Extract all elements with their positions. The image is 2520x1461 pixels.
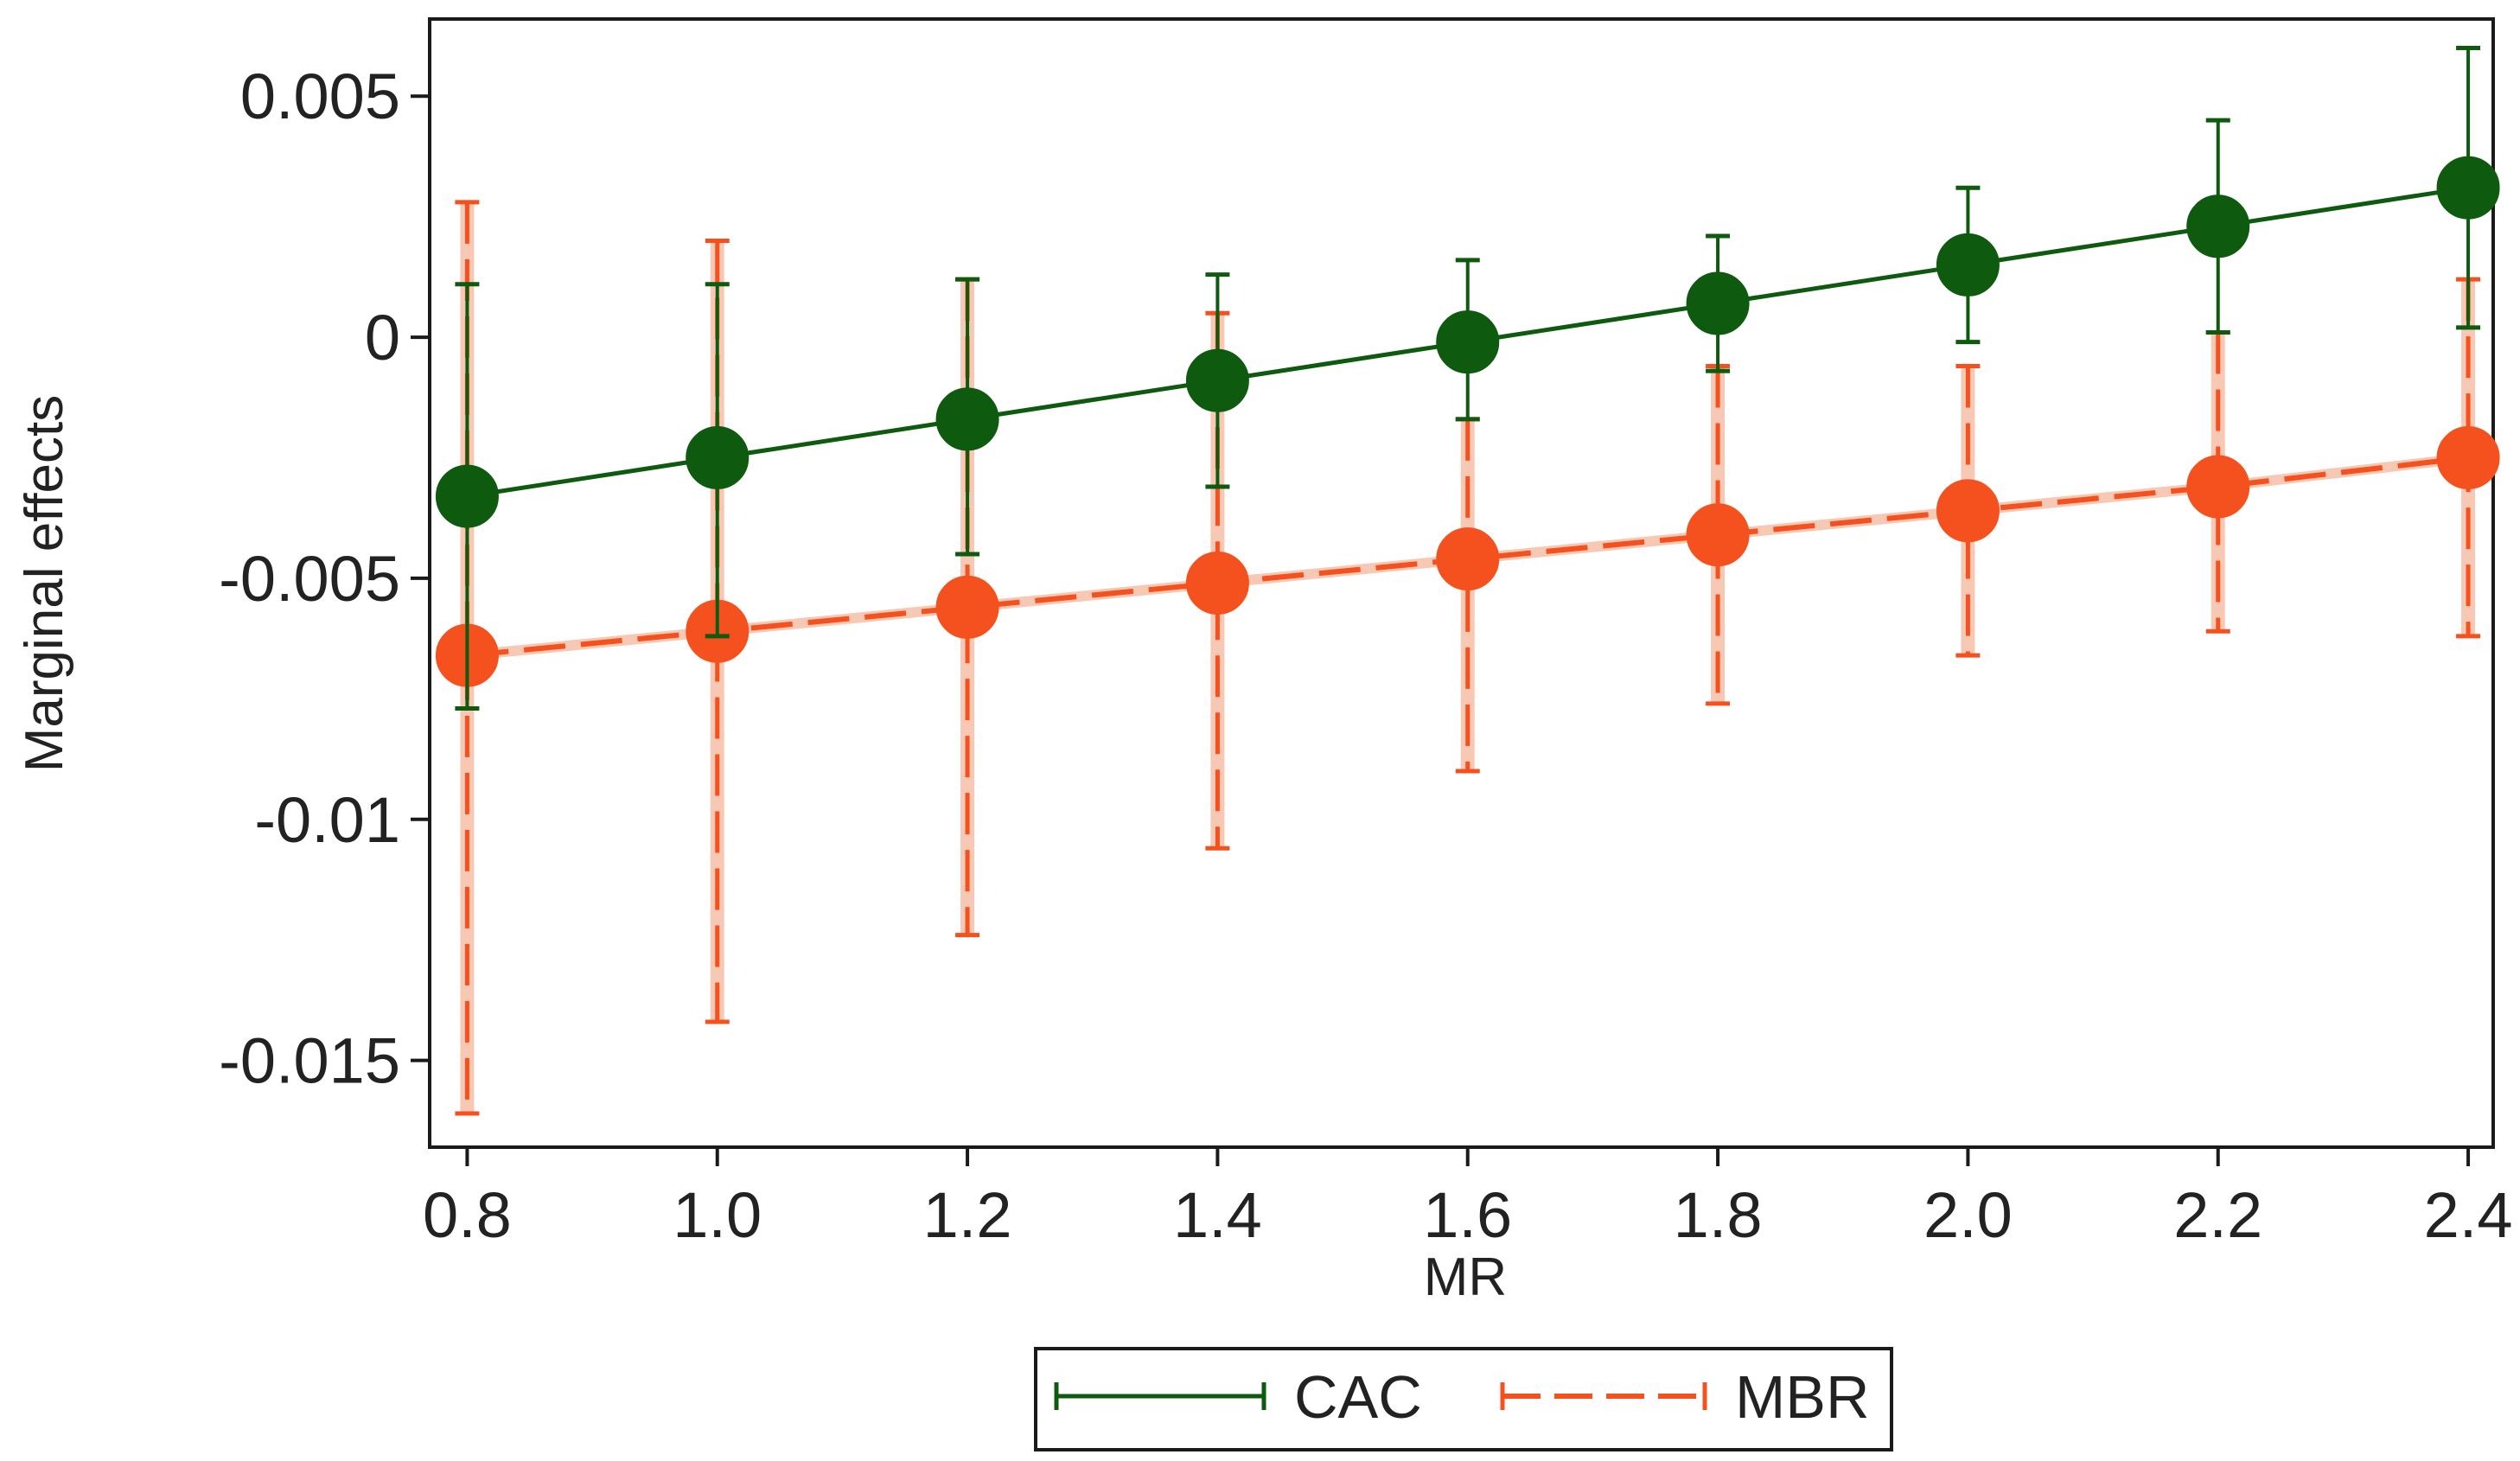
y-tick-label: -0.015	[219, 1025, 400, 1097]
data-point	[2186, 455, 2250, 519]
data-point	[935, 387, 999, 451]
data-point	[1936, 233, 2000, 297]
data-point	[2436, 426, 2500, 489]
x-tick-label: 1.8	[1674, 1179, 1763, 1251]
y-axis: 0.005 0 -0.005 -0.01 -0.015	[219, 61, 430, 1097]
y-tick-label: -0.01	[254, 784, 400, 856]
error-bar	[1455, 417, 1480, 774]
x-tick-label: 1.2	[923, 1179, 1012, 1251]
legend-label: MBR	[1735, 1363, 1870, 1431]
data-point	[935, 575, 999, 639]
data-point	[435, 464, 499, 528]
x-tick-label: 1.6	[1423, 1179, 1512, 1251]
data-point	[2186, 195, 2250, 258]
legend: CAC MBR	[1034, 1347, 1893, 1451]
data-point	[1936, 479, 2000, 543]
x-tick-label: 2.2	[2173, 1179, 2262, 1251]
x-tick-label: 2.4	[2424, 1179, 2513, 1251]
data-point	[1686, 271, 1750, 335]
plot-frame	[428, 17, 2495, 1149]
x-tick-label: 2.0	[1923, 1179, 2013, 1251]
legend-box	[1034, 1347, 1893, 1451]
x-tick-label: 1.0	[673, 1179, 762, 1251]
legend-item-mbr: MBR	[1500, 1363, 1870, 1431]
data-point	[686, 426, 750, 489]
x-axis-title: MR	[1424, 1247, 1507, 1307]
data-point	[1436, 527, 1500, 591]
data-point	[1185, 552, 1249, 615]
y-tick-label: 0.005	[240, 61, 400, 132]
series-cac	[435, 45, 2500, 711]
legend-item-cac: CAC	[1054, 1363, 1422, 1431]
series-layer	[435, 45, 2500, 1116]
y-tick-label: -0.005	[219, 543, 400, 615]
x-tick-label: 0.8	[423, 1179, 512, 1251]
legend-label: CAC	[1294, 1363, 1422, 1431]
data-point	[1686, 503, 1750, 567]
legend-items: CAC MBR	[1054, 1363, 1870, 1431]
x-tick-label: 1.4	[1173, 1179, 1262, 1251]
data-point	[2436, 156, 2500, 220]
data-point	[1436, 310, 1500, 374]
x-axis: 0.8 1.0 1.2 1.4 1.6 1.8 2.0 2.2 2.4	[423, 1147, 2513, 1251]
y-axis-title: Marginal effects	[15, 395, 74, 773]
data-point	[1185, 348, 1249, 412]
y-tick-label: 0	[365, 302, 400, 373]
